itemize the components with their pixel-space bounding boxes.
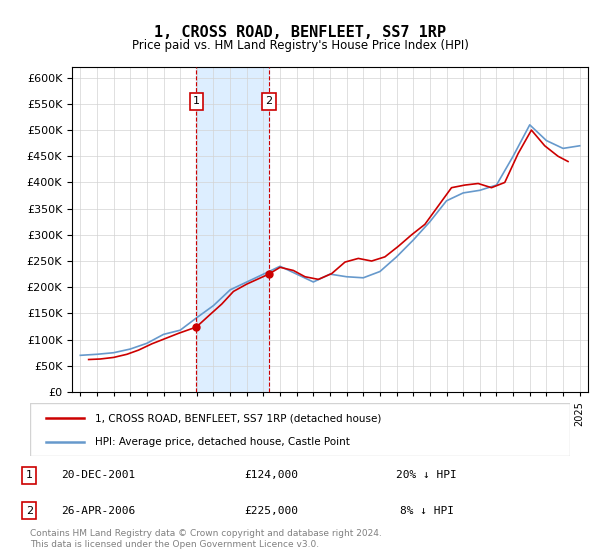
Bar [196, 67, 269, 392]
Text: 2: 2 [265, 96, 272, 106]
Text: £124,000: £124,000 [244, 470, 298, 480]
Text: 1, CROSS ROAD, BENFLEET, SS7 1RP: 1, CROSS ROAD, BENFLEET, SS7 1RP [154, 25, 446, 40]
Text: 20% ↓ HPI: 20% ↓ HPI [397, 470, 457, 480]
Text: 1: 1 [26, 470, 33, 480]
Text: 1: 1 [193, 96, 200, 106]
Text: 1, CROSS ROAD, BENFLEET, SS7 1RP (detached house): 1, CROSS ROAD, BENFLEET, SS7 1RP (detach… [95, 413, 381, 423]
Text: 8% ↓ HPI: 8% ↓ HPI [400, 506, 454, 516]
Text: Price paid vs. HM Land Registry's House Price Index (HPI): Price paid vs. HM Land Registry's House … [131, 39, 469, 52]
Text: 26-APR-2006: 26-APR-2006 [61, 506, 136, 516]
Text: 20-DEC-2001: 20-DEC-2001 [61, 470, 136, 480]
Text: £225,000: £225,000 [244, 506, 298, 516]
Text: HPI: Average price, detached house, Castle Point: HPI: Average price, detached house, Cast… [95, 436, 350, 446]
Text: 2: 2 [26, 506, 33, 516]
FancyBboxPatch shape [30, 403, 570, 456]
Text: Contains HM Land Registry data © Crown copyright and database right 2024.
This d: Contains HM Land Registry data © Crown c… [30, 529, 382, 549]
